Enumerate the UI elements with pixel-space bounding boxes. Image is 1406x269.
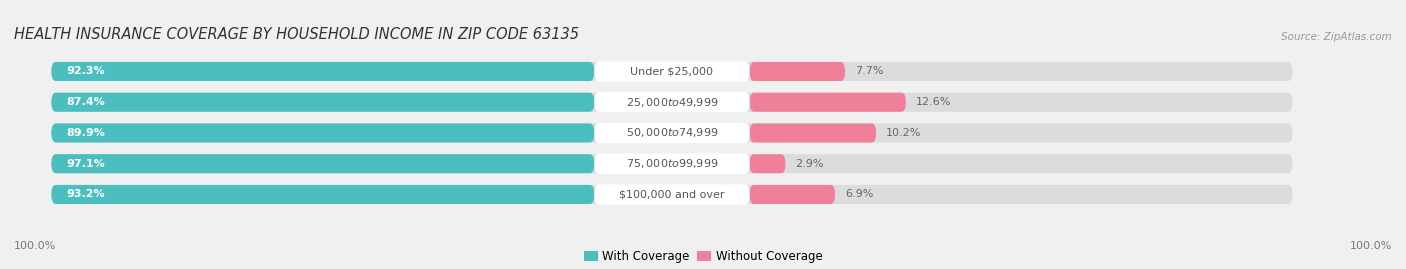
FancyBboxPatch shape (595, 61, 749, 82)
Text: 12.6%: 12.6% (915, 97, 952, 107)
Text: Under $25,000: Under $25,000 (630, 66, 713, 76)
Text: 2.9%: 2.9% (796, 159, 824, 169)
FancyBboxPatch shape (51, 185, 1292, 204)
Text: 100.0%: 100.0% (14, 241, 56, 251)
FancyBboxPatch shape (51, 93, 1292, 112)
FancyBboxPatch shape (749, 185, 835, 204)
FancyBboxPatch shape (51, 154, 595, 173)
FancyBboxPatch shape (595, 123, 749, 143)
Text: 89.9%: 89.9% (66, 128, 105, 138)
Text: 7.7%: 7.7% (855, 66, 883, 76)
Text: $50,000 to $74,999: $50,000 to $74,999 (626, 126, 718, 139)
Text: 100.0%: 100.0% (1350, 241, 1392, 251)
FancyBboxPatch shape (749, 62, 845, 81)
Legend: With Coverage, Without Coverage: With Coverage, Without Coverage (583, 250, 823, 263)
FancyBboxPatch shape (749, 123, 876, 143)
Text: 6.9%: 6.9% (845, 189, 873, 199)
FancyBboxPatch shape (51, 123, 1292, 143)
FancyBboxPatch shape (51, 62, 595, 81)
FancyBboxPatch shape (51, 93, 595, 112)
FancyBboxPatch shape (749, 93, 905, 112)
Text: $25,000 to $49,999: $25,000 to $49,999 (626, 96, 718, 109)
Text: HEALTH INSURANCE COVERAGE BY HOUSEHOLD INCOME IN ZIP CODE 63135: HEALTH INSURANCE COVERAGE BY HOUSEHOLD I… (14, 27, 579, 41)
Text: 93.2%: 93.2% (66, 189, 105, 199)
FancyBboxPatch shape (595, 92, 749, 112)
FancyBboxPatch shape (51, 123, 595, 143)
FancyBboxPatch shape (595, 154, 749, 174)
Text: 92.3%: 92.3% (66, 66, 105, 76)
Text: 10.2%: 10.2% (886, 128, 921, 138)
Text: 87.4%: 87.4% (66, 97, 105, 107)
Text: $100,000 and over: $100,000 and over (619, 189, 724, 199)
FancyBboxPatch shape (749, 154, 786, 173)
FancyBboxPatch shape (595, 184, 749, 205)
Text: Source: ZipAtlas.com: Source: ZipAtlas.com (1281, 31, 1392, 41)
FancyBboxPatch shape (51, 185, 595, 204)
Text: 97.1%: 97.1% (66, 159, 105, 169)
FancyBboxPatch shape (51, 62, 1292, 81)
FancyBboxPatch shape (51, 154, 1292, 173)
Text: $75,000 to $99,999: $75,000 to $99,999 (626, 157, 718, 170)
